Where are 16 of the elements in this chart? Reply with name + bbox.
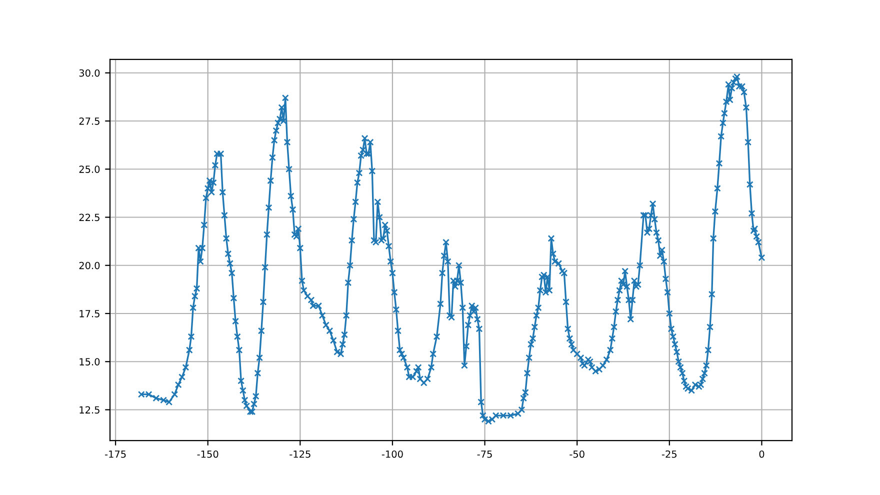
x-tick-label: 0: [759, 450, 764, 458]
x-tick-label: -75: [477, 450, 492, 458]
y-tick-label: 17.5: [80, 310, 100, 318]
x-tick-label: -150: [197, 450, 218, 458]
y-tick-label: 20.0: [79, 262, 100, 270]
x-tick-label: -100: [382, 450, 403, 458]
x-tick-label: -175: [104, 450, 126, 458]
x-tick-label: -50: [570, 450, 584, 458]
y-tick-label: 15.0: [80, 358, 100, 366]
y-tick-label: 27.5: [79, 117, 100, 125]
x-tick-label: -25: [662, 450, 676, 458]
y-tick-label: 30.0: [79, 69, 100, 77]
y-tick-label: 12.5: [80, 406, 100, 414]
y-tick-label: 22.5: [79, 214, 100, 222]
y-tick-label: 25.0: [79, 166, 100, 173]
x-tick-label: -125: [290, 450, 310, 458]
